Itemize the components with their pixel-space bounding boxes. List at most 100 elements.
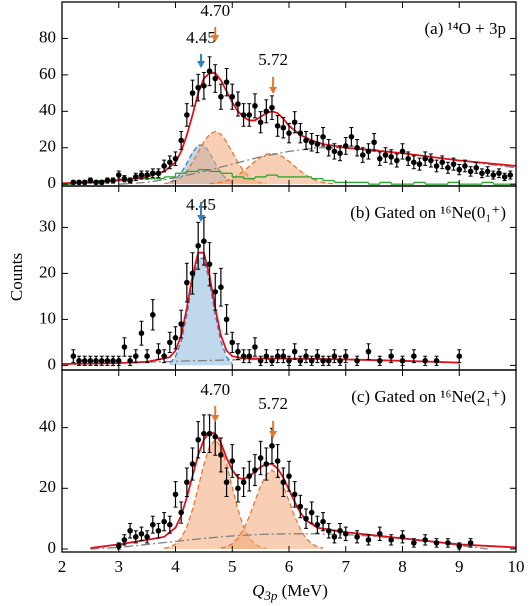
data-point	[308, 509, 315, 516]
data-point	[269, 443, 275, 449]
data-point	[331, 534, 338, 540]
data-point	[167, 521, 173, 528]
data-point	[252, 467, 258, 473]
data-point	[280, 353, 287, 360]
peak-arrowhead	[269, 431, 278, 438]
data-point	[93, 179, 99, 186]
data-point	[257, 455, 264, 461]
data-point	[274, 458, 281, 464]
data-point	[337, 150, 343, 157]
data-point	[235, 101, 241, 107]
component-fill	[169, 258, 233, 366]
data-point	[269, 358, 275, 364]
x-tick-label: 4	[171, 557, 180, 576]
data-point	[150, 521, 156, 528]
data-point	[104, 358, 111, 364]
data-point	[314, 141, 321, 147]
x-axis-label: Q3p (MeV)	[252, 581, 328, 603]
data-point	[178, 137, 184, 144]
data-point	[115, 543, 122, 549]
data-point	[132, 353, 139, 360]
data-point	[189, 270, 196, 277]
data-point	[377, 155, 383, 162]
y-tick-label: 0	[48, 173, 57, 192]
data-point	[206, 261, 213, 268]
panel-label: (a) ¹⁴O + 3p	[424, 19, 506, 38]
y-tick-label: 0	[48, 538, 57, 557]
data-point	[87, 177, 94, 184]
data-point	[320, 358, 326, 364]
data-point	[308, 139, 315, 146]
data-point	[484, 168, 491, 175]
peak-arrowhead	[269, 87, 278, 94]
data-point	[218, 452, 224, 458]
data-point	[138, 172, 145, 178]
data-point	[212, 75, 219, 82]
component-curve	[169, 257, 233, 364]
x-label-symbol: Q	[252, 581, 264, 600]
data-point	[218, 93, 224, 100]
data-point	[359, 152, 366, 158]
data-point	[257, 119, 264, 126]
data-point	[229, 93, 236, 100]
data-point	[371, 139, 377, 146]
data-point	[280, 124, 287, 131]
data-point	[246, 473, 253, 479]
data-point	[257, 358, 264, 364]
data-point	[132, 534, 139, 540]
data-point	[155, 527, 162, 534]
data-point	[138, 531, 145, 537]
data-point	[422, 155, 429, 162]
data-point	[291, 119, 298, 126]
data-point	[206, 68, 213, 75]
y-tick-label: 80	[39, 27, 56, 46]
data-point	[501, 174, 508, 180]
data-point	[132, 174, 139, 180]
data-point	[365, 348, 372, 355]
data-point	[127, 527, 133, 534]
data-point	[291, 491, 298, 498]
data-point	[411, 540, 417, 546]
data-point	[115, 358, 122, 364]
data-point	[121, 537, 128, 543]
data-point	[70, 353, 77, 360]
data-point	[325, 358, 332, 364]
data-point	[365, 537, 372, 543]
data-point	[354, 144, 360, 151]
x-tick-label: 6	[285, 557, 294, 576]
data-point	[450, 161, 457, 167]
data-point	[167, 159, 173, 166]
data-point	[115, 172, 122, 178]
data-point	[416, 161, 423, 167]
component-fill	[164, 439, 267, 549]
data-point	[507, 172, 514, 178]
data-point	[81, 358, 88, 364]
data-point	[110, 177, 116, 184]
data-point	[342, 353, 349, 360]
x-tick-label: 9	[455, 557, 464, 576]
x-tick-label: 8	[398, 557, 407, 576]
peak-label: 4.70	[200, 1, 230, 20]
data-point	[342, 143, 349, 149]
x-tick-label: 5	[228, 557, 237, 576]
data-point	[490, 172, 497, 178]
data-point	[286, 130, 292, 136]
data-point	[93, 358, 99, 364]
y-tick-label: 10	[39, 308, 56, 327]
data-point	[144, 172, 150, 178]
x-tick-label: 7	[342, 557, 351, 576]
data-point	[150, 312, 156, 318]
panel	[90, 414, 516, 550]
panel	[62, 56, 516, 186]
data-point	[240, 479, 247, 486]
data-point	[433, 540, 440, 546]
data-point	[456, 166, 463, 173]
data-point	[297, 358, 304, 364]
data-point	[76, 358, 82, 364]
data-point	[161, 518, 167, 525]
data-point	[337, 527, 343, 534]
data-point	[308, 358, 315, 364]
data-point	[286, 473, 292, 479]
data-point	[155, 170, 162, 177]
data-point	[235, 348, 241, 355]
